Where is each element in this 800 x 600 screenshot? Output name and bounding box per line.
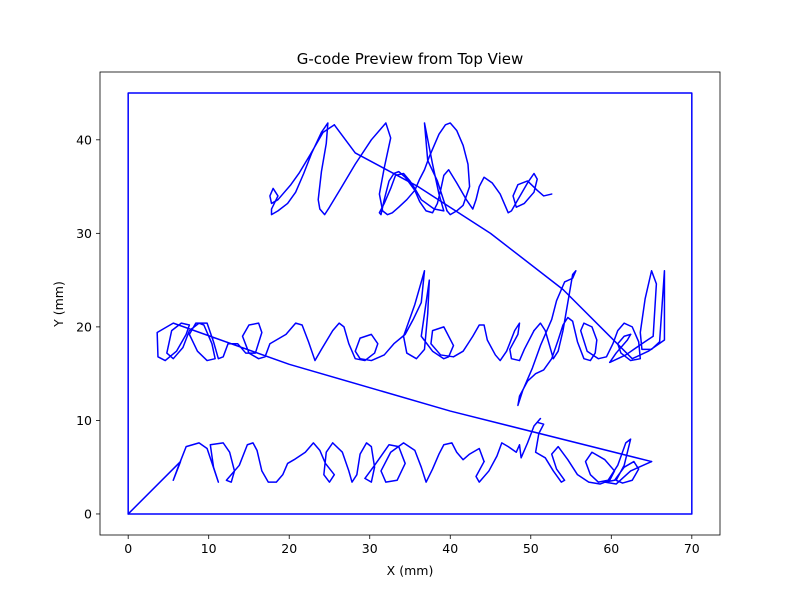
toolpath-segment-1 — [127, 442, 336, 515]
x-tick-label: 10 — [201, 541, 217, 556]
y-axis-ticks: 0 10 20 30 40 — [76, 132, 100, 521]
chart-title: G-code Preview from Top View — [297, 50, 524, 68]
y-tick-label: 0 — [84, 506, 92, 521]
toolpath-segment-0 — [127, 92, 693, 515]
toolpath-segment-3 — [475, 417, 653, 485]
y-tick-label: 10 — [76, 413, 92, 428]
x-axis-ticks: 0 10 20 30 40 50 60 70 — [124, 535, 700, 556]
x-tick-label: 20 — [281, 541, 297, 556]
toolpath-segment-5 — [517, 270, 642, 407]
toolpath-segment-4 — [156, 270, 653, 463]
y-tick-label: 40 — [76, 132, 92, 147]
x-tick-label: 70 — [684, 541, 700, 556]
x-tick-label: 50 — [523, 541, 539, 556]
axes-frame — [99, 71, 721, 536]
series-layer — [127, 92, 693, 515]
x-tick-label: 60 — [603, 541, 619, 556]
x-tick-label: 40 — [442, 541, 458, 556]
x-tick-label: 0 — [124, 541, 132, 556]
x-axis-label: X (mm) — [387, 563, 434, 578]
x-tick-label: 30 — [362, 541, 378, 556]
y-axis-label: Y (mm) — [51, 281, 66, 328]
toolpath-segment-7 — [269, 122, 471, 216]
y-tick-label: 20 — [76, 319, 92, 334]
y-tick-label: 30 — [76, 226, 92, 241]
toolpath-segment-8 — [378, 122, 553, 216]
toolpath-segment-6 — [333, 124, 666, 364]
toolpath-segment-2 — [331, 442, 485, 483]
